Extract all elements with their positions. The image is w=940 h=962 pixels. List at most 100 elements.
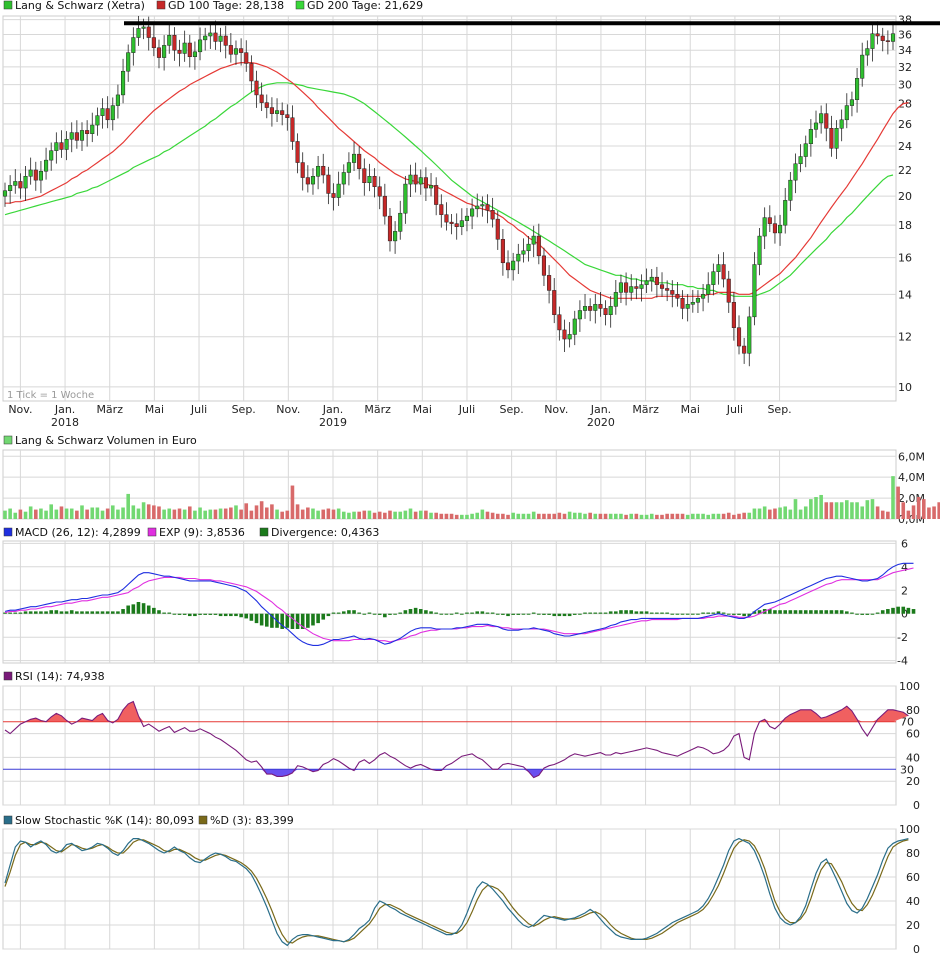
divergence-bar [901,606,906,614]
month-label: Nov. [544,403,568,416]
divergence-bar [110,611,115,614]
rsi-legend-swatch [3,671,13,681]
divergence-bar [819,610,823,614]
volume-bar [460,514,464,519]
divergence-bar [547,613,551,615]
divergence-bar [403,610,408,614]
candle-body [254,80,259,96]
divergence-bar [59,611,64,614]
divergence-bar [8,612,12,614]
candle-body [100,108,105,116]
volume-bar [187,506,192,519]
macd-y-tick-label: -2 [897,631,908,644]
volume-bar [275,509,279,519]
divergence-bar [239,613,243,618]
candle-body [736,327,742,347]
candle-body [824,113,829,129]
candle-body [470,208,475,217]
divergence-bar [49,610,53,614]
volume-bar [552,513,557,519]
divergence-bar [824,610,829,614]
volume-bar [593,513,598,519]
month-label: Mai [681,403,700,416]
macd-y-tick-label: -4 [897,655,908,668]
candle-body [121,70,126,96]
month-label: Jan. [590,403,611,416]
candle-body [521,250,526,255]
candle-body [665,288,670,291]
candle-body [706,284,711,295]
candle-body [752,264,757,318]
divergence-bar [18,612,23,614]
stoch-y-tick-label: 0 [913,943,920,956]
divergence-bar [398,612,403,614]
price-y-tick-label: 10 [898,381,912,394]
rsi-y-tick-label: 80 [906,704,920,717]
volume-bar [218,508,223,519]
candle-body [567,334,572,340]
macd-legend-swatch [3,527,13,537]
divergence-bar [557,613,562,617]
divergence-bar [413,607,418,614]
stoch-k-legend-swatch [3,815,13,825]
candle-body [223,35,228,46]
price-y-tick-label: 34 [898,44,912,57]
candle-body [434,185,439,205]
macd-grid [3,541,896,663]
divergence-bar [352,610,356,614]
price-legend-swatch [3,0,13,10]
divergence-bar [372,613,377,615]
volume-bar [644,514,649,519]
candle-body [577,310,582,320]
volume-y-tick-label: 4,0M [898,471,925,484]
divergence-bar [798,610,803,614]
month-label: Jan. [322,403,343,416]
divergence-bar [177,613,182,615]
divergence-bar [691,613,695,615]
candle-body [331,193,336,198]
candle-body [162,45,167,58]
divergence-bar [3,612,7,614]
candle-body [834,128,839,149]
candle-body [680,298,685,309]
candle-body [141,26,146,29]
candle-body [855,78,860,100]
volume-bar [280,511,284,519]
divergence-bar [465,612,469,614]
candle-body [387,215,393,242]
candle-body [172,34,177,51]
month-label: Mai [145,403,164,416]
stoch-lines [4,837,909,947]
divergence-bar [516,613,521,615]
volume-bar [157,506,161,519]
volume-bar [239,509,243,519]
divergence-bar [639,611,644,614]
divergence-bar [552,613,557,617]
candle-body [634,286,639,289]
stoch-y-tick-label: 60 [906,871,920,884]
price-y-tick-label: 26 [898,118,912,131]
divergence-bar [141,603,146,614]
divergence-bar [880,610,885,614]
divergence-bar [424,610,428,614]
month-label: Juli [190,403,207,416]
divergence-bar [136,602,141,614]
rsi-y-tick-label: 20 [906,775,920,788]
divergence-bar [655,612,659,614]
divergence-bar [54,610,59,614]
divergence-bar [105,611,110,614]
divergence-bar [814,610,818,614]
candle-body [38,170,43,181]
candle-body [198,39,203,53]
volume-bar [670,513,675,519]
rsi-y-axis: 100 80 60 40 20 0 70 30 [899,680,920,812]
candle-body [357,153,362,169]
candle-body [321,165,326,176]
volume-bar [449,513,454,519]
volume-bar [34,509,38,519]
candle-body [90,124,95,134]
stoch-grid [3,828,896,950]
price-legend: Lang & Schwarz (Xetra) GD 100 Tage: 28,1… [3,0,423,12]
volume-bar [886,511,890,519]
candle-body [428,185,434,189]
